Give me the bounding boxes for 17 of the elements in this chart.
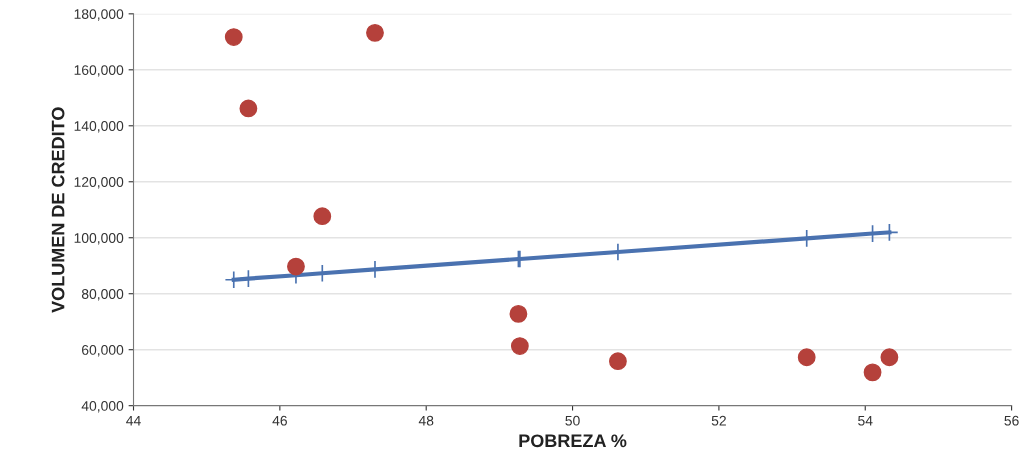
y-tick-label: 180,000 — [74, 9, 124, 21]
y-axis-title: VOLUMEN DE CREDITO — [51, 107, 65, 313]
y-tick-label: 160,000 — [74, 65, 124, 77]
x-tick-label: 46 — [272, 415, 287, 426]
x-tick-label: 56 — [1004, 415, 1019, 426]
x-tick-label: 44 — [126, 415, 141, 426]
y-tick-label: 140,000 — [74, 121, 124, 133]
x-axis-title: POBREZA % — [519, 434, 627, 448]
x-tick-label: 52 — [711, 415, 726, 426]
x-tick-label: 48 — [418, 415, 434, 426]
y-tick-label: 120,000 — [74, 177, 124, 189]
x-tick-label: 54 — [858, 415, 873, 426]
y-tick-label: 60,000 — [82, 345, 124, 357]
y-tick-label: 40,000 — [81, 401, 124, 413]
y-tick-label: 100,000 — [74, 233, 124, 245]
y-tick-label: 80,000 — [81, 289, 124, 301]
x-tick-label: 50 — [565, 415, 580, 426]
